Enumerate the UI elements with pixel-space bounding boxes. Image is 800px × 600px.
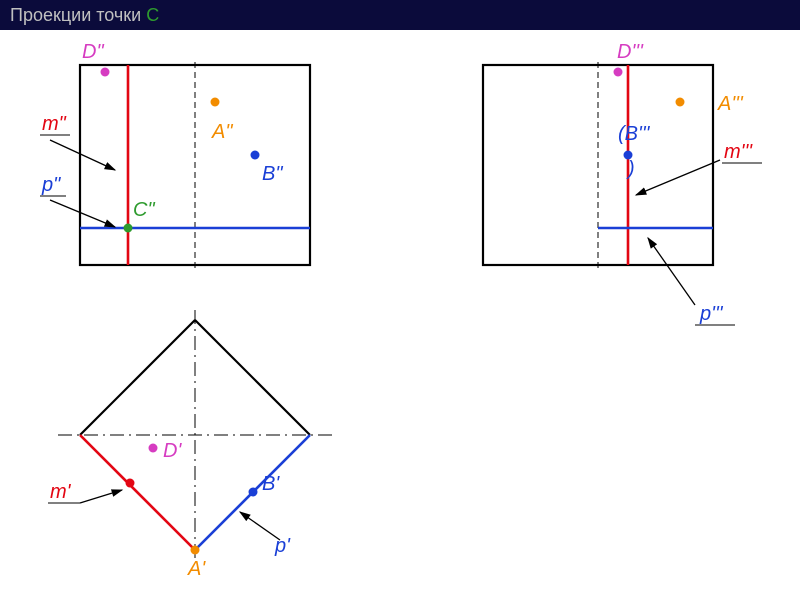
front-label-A: A" [211,121,233,143]
top-arrow-p [240,512,280,540]
front-label-B: B" [262,163,283,185]
side-label-B-2: ) [626,158,635,180]
top-label-A: A' [187,558,206,580]
front-arrow-m [50,140,115,170]
side-point-A [676,98,685,107]
front-label-D: D" [82,41,104,63]
side-label-D: D''' [617,41,644,63]
side-label-m: m''' [724,141,753,163]
top-label-B: B' [262,473,280,495]
front-point-A [211,98,220,107]
side-arrow-m [636,160,720,195]
top-label-m: m' [50,481,72,503]
diagram-canvas: D" A" B" C" m" p" D''' A''' (B''') m''' p''' A' B' D'… [0,0,800,600]
front-label-m: m" [42,113,67,135]
front-point-B [251,151,260,160]
side-label-A: A''' [717,93,744,115]
front-label-p: p" [41,174,61,196]
top-label-D: D' [163,440,182,462]
front-point-D [101,68,110,77]
top-point-B [249,488,258,497]
top-point-A [191,546,200,555]
front-point-C [124,224,133,233]
side-arrow-p [648,238,695,305]
side-point-D [614,68,623,77]
top-edge-tr [195,320,310,435]
front-arrow-p [50,200,115,227]
top-point-D [149,444,158,453]
top-arrow-m [80,490,122,503]
front-label-C: C" [133,199,155,221]
side-label-B-1: (B''' [618,123,651,145]
top-edge-tl [80,320,195,435]
top-point-m [126,479,135,488]
side-label-p: p''' [699,303,724,325]
